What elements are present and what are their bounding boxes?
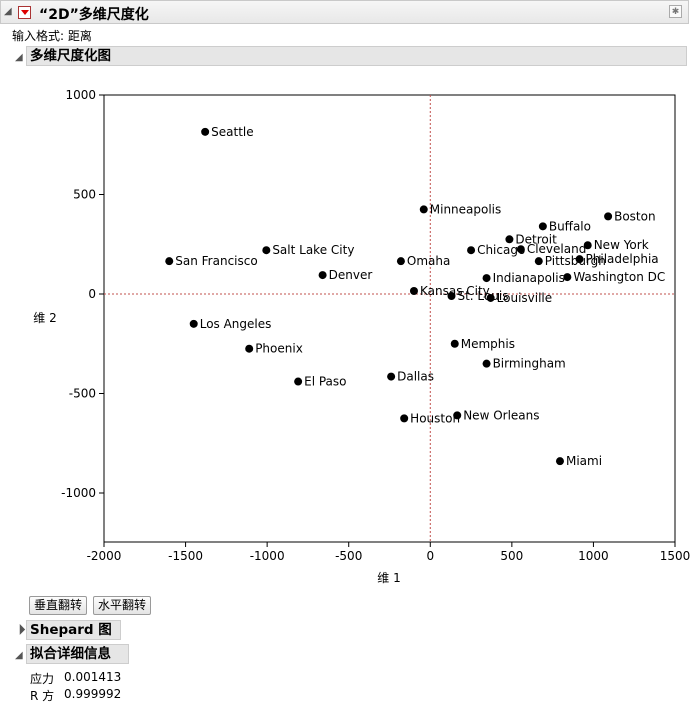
rsq-value: 0.999992 xyxy=(64,687,122,701)
flip-horizontal-button[interactable]: 水平翻转 xyxy=(93,596,152,615)
point-label: Denver xyxy=(329,268,373,282)
plot-frame xyxy=(103,94,676,543)
point-label: Kansas City xyxy=(420,284,490,298)
data-point[interactable] xyxy=(505,235,514,244)
x-tick-label: 0 xyxy=(426,549,434,563)
data-point[interactable] xyxy=(189,319,198,328)
y-tick-label: 1000 xyxy=(65,88,96,102)
data-point[interactable] xyxy=(482,359,491,368)
data-point[interactable] xyxy=(262,246,271,255)
fit-collapse-triangle-icon[interactable]: ◢ xyxy=(15,650,23,661)
y-tick-label: -1000 xyxy=(61,486,96,500)
data-point[interactable] xyxy=(447,291,456,300)
x-tick-label: 500 xyxy=(500,549,523,563)
point-label: Minneapolis xyxy=(430,202,502,216)
flip-vertical-button[interactable]: 垂直翻转 xyxy=(29,596,88,615)
point-label: Miami xyxy=(566,454,602,468)
data-point[interactable] xyxy=(538,222,547,231)
data-point[interactable] xyxy=(450,339,459,348)
point-label: Houston xyxy=(410,411,460,425)
plot-section-header[interactable]: 多维尺度化图 xyxy=(26,46,687,66)
x-axis-label: 维 1 xyxy=(377,571,400,585)
x-tick-label: -1500 xyxy=(168,549,203,563)
point-label: Chicago xyxy=(477,243,525,257)
point-label: Cleveland xyxy=(527,242,587,256)
y-tick-label: 0 xyxy=(88,287,96,301)
point-label: Buffalo xyxy=(549,219,591,233)
point-label: Phoenix xyxy=(255,342,303,356)
point-label: Louisville xyxy=(497,291,553,305)
stress-label: 应力 xyxy=(30,672,55,686)
point-label: Los Angeles xyxy=(200,317,272,331)
y-tick-label: -500 xyxy=(69,387,96,401)
report-title: “2D”多维尺度化 xyxy=(39,7,149,23)
stress-value: 0.001413 xyxy=(64,670,122,684)
shepard-expand-triangle-icon[interactable]: ◢ xyxy=(13,622,27,637)
data-point[interactable] xyxy=(396,257,405,266)
data-point[interactable] xyxy=(583,241,592,250)
point-label: Pittsburgh xyxy=(545,254,606,268)
report-header: ◢ “2D”多维尺度化 ✱ xyxy=(0,0,689,24)
x-tick-label: 1000 xyxy=(578,549,609,563)
point-label: Indianapolis xyxy=(493,271,565,285)
data-point[interactable] xyxy=(467,246,476,255)
point-label: Salt Lake City xyxy=(272,243,354,257)
data-point[interactable] xyxy=(534,257,543,266)
pin-icon[interactable]: ✱ xyxy=(669,5,682,18)
point-label: St. Louis xyxy=(457,289,508,303)
x-tick-label: -1000 xyxy=(250,549,285,563)
data-point[interactable] xyxy=(486,293,495,302)
fit-details-header[interactable]: 拟合详细信息 xyxy=(26,644,129,664)
input-format-label: 输入格式: 距离 xyxy=(12,29,92,43)
x-tick-label: 1500 xyxy=(660,549,691,563)
y-axis-label: 维 2 xyxy=(33,311,56,325)
rsq-label: R 方 xyxy=(30,689,55,703)
data-point[interactable] xyxy=(165,257,174,266)
point-label: San Francisco xyxy=(175,254,257,268)
point-label: New Orleans xyxy=(463,408,539,422)
point-label: Seattle xyxy=(211,125,253,139)
data-point[interactable] xyxy=(604,212,613,221)
data-point[interactable] xyxy=(419,205,428,214)
data-point[interactable] xyxy=(409,287,418,296)
plot-collapse-triangle-icon[interactable]: ◢ xyxy=(15,52,23,63)
shepard-section-header[interactable]: Shepard 图 xyxy=(26,620,121,640)
data-point[interactable] xyxy=(555,457,564,466)
point-label: Detroit xyxy=(515,232,557,246)
data-point[interactable] xyxy=(453,411,462,420)
point-label: Washington DC xyxy=(573,270,665,284)
data-point[interactable] xyxy=(575,255,584,264)
x-tick-label: -2000 xyxy=(87,549,122,563)
data-point[interactable] xyxy=(516,245,525,254)
data-point[interactable] xyxy=(294,377,303,386)
data-point[interactable] xyxy=(400,414,409,423)
data-point[interactable] xyxy=(387,372,396,381)
mds-scatter-chart: -2000 -1500 -1000 -500 0 500 1000 1500 1000 500 0 -… xyxy=(33,88,691,585)
data-point[interactable] xyxy=(482,274,491,283)
point-label: Dallas xyxy=(397,370,434,384)
red-triangle-menu-icon[interactable] xyxy=(18,6,31,19)
y-tick-label: 500 xyxy=(73,188,96,202)
point-label: New York xyxy=(594,238,649,252)
point-label: Boston xyxy=(614,209,655,223)
x-tick-label: -500 xyxy=(335,549,362,563)
point-label: El Paso xyxy=(304,375,346,389)
data-point[interactable] xyxy=(318,271,327,280)
data-point[interactable] xyxy=(563,273,572,282)
point-label: Memphis xyxy=(461,337,515,351)
point-label: Omaha xyxy=(407,254,450,268)
point-label: Philadelphia xyxy=(586,252,659,266)
data-point[interactable] xyxy=(201,127,210,136)
point-label: Birmingham xyxy=(493,357,566,371)
data-point[interactable] xyxy=(245,344,254,353)
collapse-triangle-icon[interactable]: ◢ xyxy=(4,6,12,17)
